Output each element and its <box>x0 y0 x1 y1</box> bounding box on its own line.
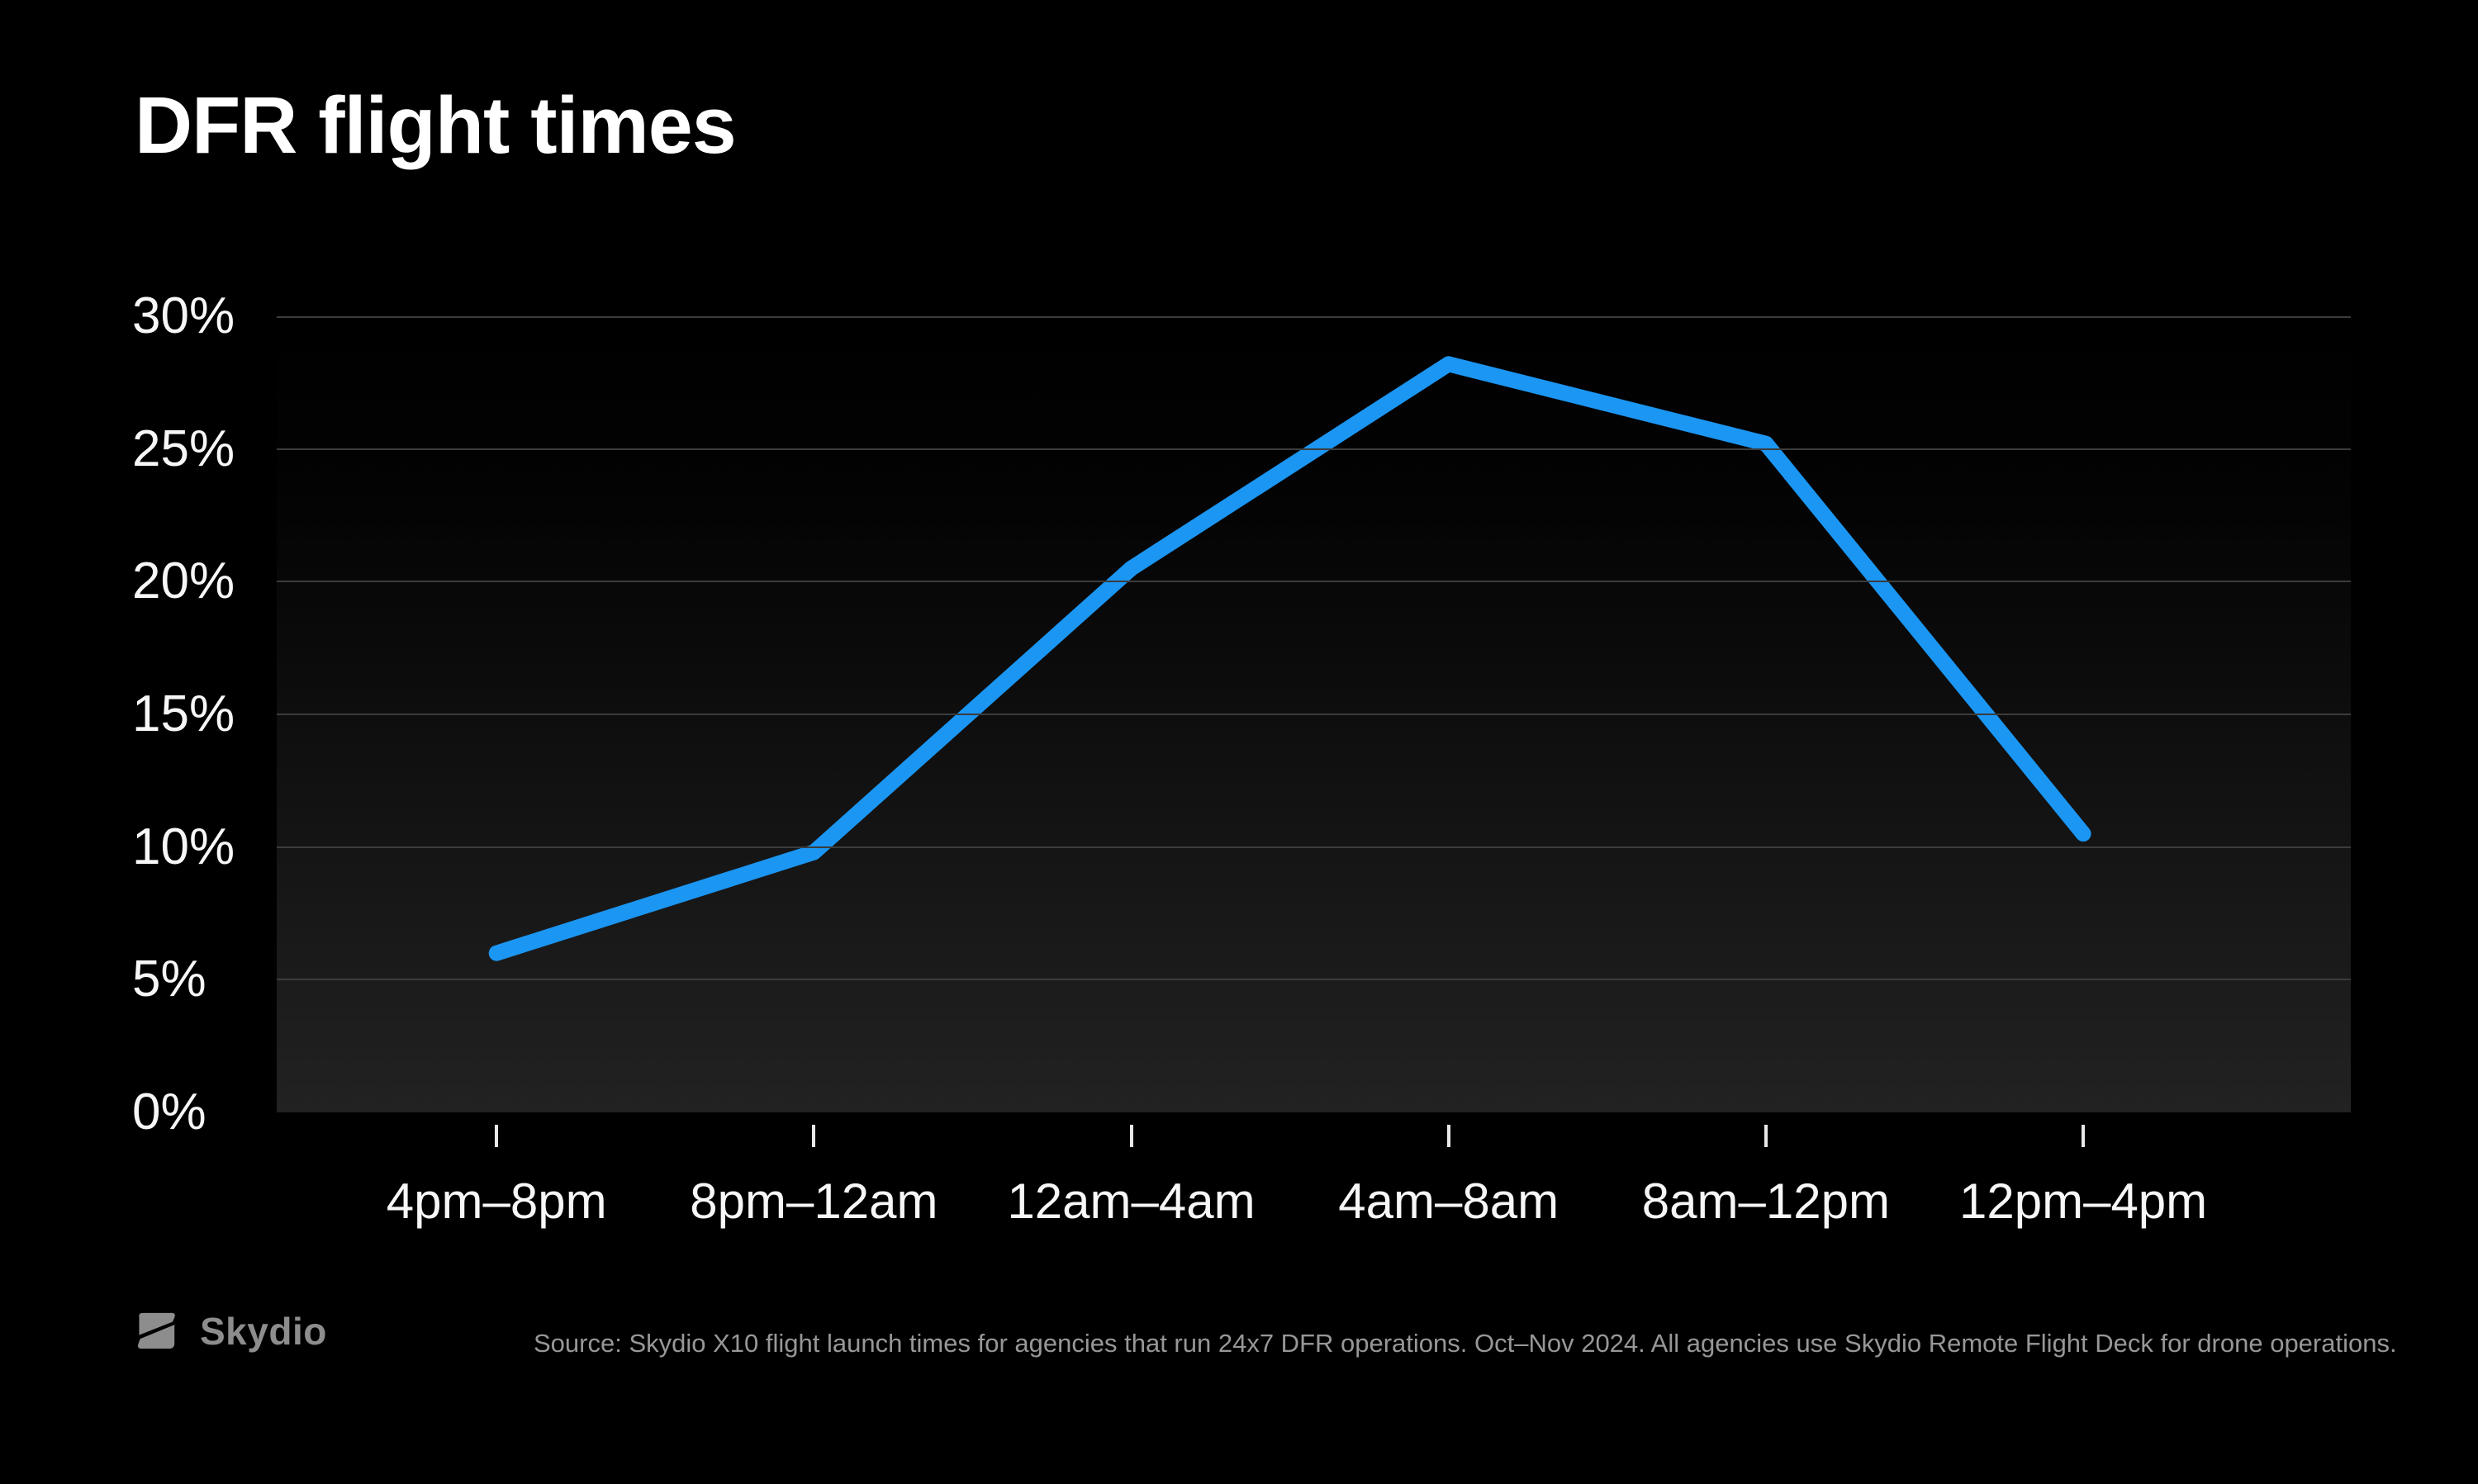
y-axis-tick-label: 30% <box>132 287 235 344</box>
gridline-25pct <box>277 448 2351 450</box>
x-axis-tick-label: 4am–8am <box>1338 1173 1559 1229</box>
y-axis-tick-label: 5% <box>132 951 206 1008</box>
x-axis-tick <box>1129 1125 1133 1147</box>
gridline-20pct <box>277 581 2351 583</box>
line-series-svg <box>488 356 2091 961</box>
gridline-15pct <box>277 714 2351 715</box>
plot-area <box>277 316 2351 1112</box>
y-axis-tick-label: 0% <box>132 1083 206 1140</box>
y-axis-tick-label: 10% <box>132 818 235 875</box>
y-axis-tick-label: 15% <box>132 685 235 742</box>
x-axis-tick <box>1764 1125 1768 1147</box>
x-axis-tick-label: 8pm–12am <box>690 1173 938 1229</box>
gridline-5pct <box>277 979 2351 981</box>
flight-times-line <box>488 356 2091 961</box>
x-axis-tick-label: 12am–4am <box>1007 1173 1256 1229</box>
y-axis-tick-label: 20% <box>132 552 235 610</box>
x-axis-tick-label: 8am–12pm <box>1641 1173 1890 1229</box>
x-axis-tick <box>495 1125 499 1147</box>
x-axis-tick <box>1446 1125 1450 1147</box>
gridline-10pct <box>277 846 2351 848</box>
x-axis-tick <box>812 1125 816 1147</box>
skydio-logo-text: Skydio <box>200 1309 327 1353</box>
gridline-30pct <box>277 316 2351 318</box>
y-axis-tick-label: 25% <box>132 420 235 477</box>
x-axis-tick-label: 4pm–8pm <box>386 1173 607 1229</box>
source-note: Source: Skydio X10 flight launch times f… <box>534 1329 2397 1358</box>
x-axis-tick-label: 12pm–4pm <box>1958 1173 2208 1229</box>
chart-title: DFR flight times <box>135 80 737 170</box>
x-axis-tick <box>2082 1125 2086 1147</box>
skydio-logo-icon <box>137 1312 175 1349</box>
skydio-logo: Skydio <box>132 1307 327 1354</box>
